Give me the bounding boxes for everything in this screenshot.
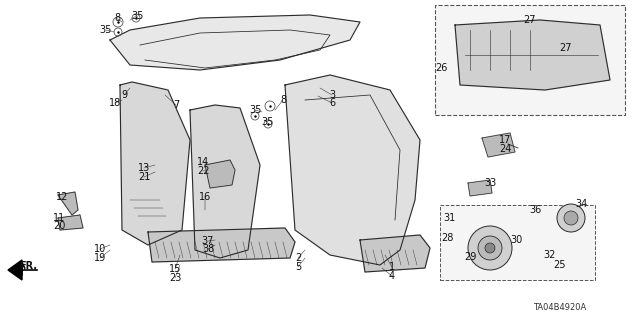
Text: 35: 35 <box>131 11 143 21</box>
Text: 37: 37 <box>202 236 214 246</box>
Text: 2: 2 <box>295 253 301 263</box>
Polygon shape <box>58 215 83 230</box>
Text: 24: 24 <box>499 144 511 154</box>
Text: 1: 1 <box>389 262 395 272</box>
Text: 14: 14 <box>197 157 209 167</box>
Circle shape <box>468 226 512 270</box>
Text: 10: 10 <box>94 244 106 254</box>
Text: 4: 4 <box>389 271 395 281</box>
Text: 32: 32 <box>543 250 555 260</box>
Text: 7: 7 <box>173 100 179 110</box>
Text: 35: 35 <box>249 105 261 115</box>
Text: 22: 22 <box>196 166 209 176</box>
Text: 28: 28 <box>441 233 453 243</box>
Circle shape <box>564 211 578 225</box>
Circle shape <box>485 243 495 253</box>
Text: 27: 27 <box>524 15 536 25</box>
Text: 34: 34 <box>575 199 587 209</box>
Polygon shape <box>455 20 610 90</box>
Text: 35: 35 <box>262 117 274 127</box>
Polygon shape <box>110 15 360 70</box>
Text: 8: 8 <box>114 13 120 23</box>
Polygon shape <box>190 105 260 258</box>
Text: 12: 12 <box>56 192 68 202</box>
Text: 30: 30 <box>510 235 522 245</box>
Text: 3: 3 <box>329 90 335 100</box>
Text: 27: 27 <box>560 43 572 53</box>
Text: 26: 26 <box>435 63 447 73</box>
Text: FR.: FR. <box>19 261 37 271</box>
Text: 21: 21 <box>138 172 150 182</box>
Text: 5: 5 <box>295 262 301 272</box>
Polygon shape <box>205 160 235 188</box>
Circle shape <box>557 204 585 232</box>
Text: 31: 31 <box>443 213 455 223</box>
Text: 9: 9 <box>121 90 127 100</box>
Text: 18: 18 <box>109 98 121 108</box>
Text: 16: 16 <box>199 192 211 202</box>
Text: 19: 19 <box>94 253 106 263</box>
Text: 33: 33 <box>484 178 496 188</box>
Text: 38: 38 <box>202 244 214 254</box>
Text: 17: 17 <box>499 135 511 145</box>
Polygon shape <box>148 228 295 262</box>
Text: 20: 20 <box>53 221 65 231</box>
Polygon shape <box>58 192 78 215</box>
Text: 15: 15 <box>169 264 181 274</box>
Text: 11: 11 <box>53 213 65 223</box>
Text: 23: 23 <box>169 273 181 283</box>
Polygon shape <box>120 82 190 245</box>
Text: 36: 36 <box>529 205 541 215</box>
Text: 6: 6 <box>329 98 335 108</box>
Text: 8: 8 <box>280 95 286 105</box>
Bar <box>440 205 595 280</box>
Text: 13: 13 <box>138 163 150 173</box>
Polygon shape <box>482 133 515 157</box>
Text: 29: 29 <box>464 252 476 262</box>
Polygon shape <box>285 75 420 265</box>
Circle shape <box>478 236 502 260</box>
Text: 35: 35 <box>100 25 112 35</box>
Text: 25: 25 <box>554 260 566 270</box>
Text: TA04B4920A: TA04B4920A <box>533 303 587 313</box>
Polygon shape <box>468 180 492 196</box>
Polygon shape <box>8 260 22 280</box>
Bar <box>435 5 625 115</box>
Polygon shape <box>360 235 430 272</box>
